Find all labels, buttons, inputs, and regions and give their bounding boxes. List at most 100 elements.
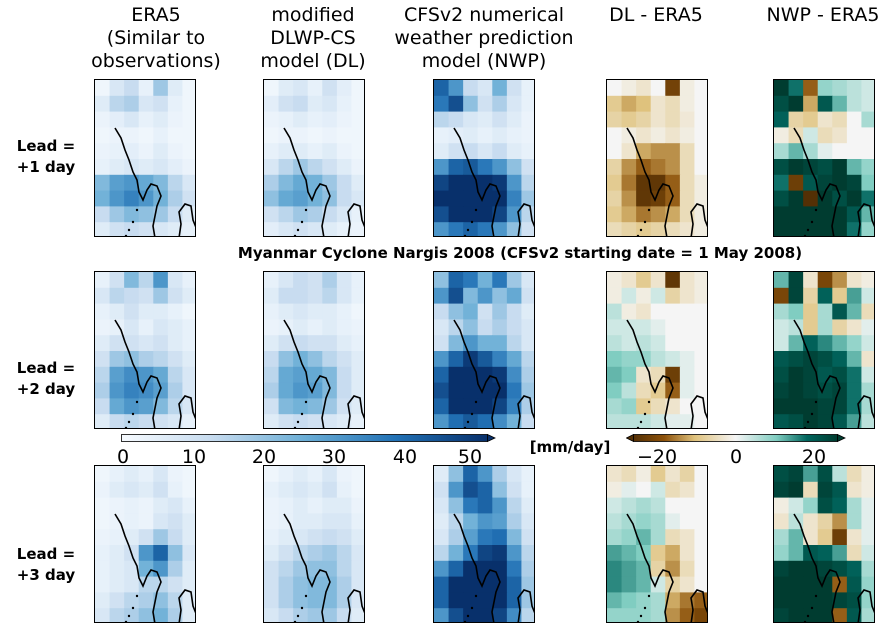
heatmap-cell (492, 319, 508, 336)
heatmap-cell (607, 159, 623, 176)
heatmap-cell (694, 127, 707, 144)
heatmap-cell (679, 95, 695, 113)
heatmap-svg (434, 80, 534, 236)
heatmap-cell (293, 382, 309, 399)
heatmap-cell (264, 481, 280, 499)
heatmap-cell (336, 190, 352, 207)
heatmap-cell (665, 382, 681, 399)
heatmap-cell (448, 481, 464, 499)
heatmap-cell (278, 398, 294, 415)
heatmap-cell (153, 111, 169, 128)
heatmap-cell (351, 222, 364, 236)
heatmap-cell (434, 398, 450, 415)
heatmap-cell (264, 608, 280, 622)
heatmap-cell (665, 560, 681, 578)
heatmap-cell (636, 95, 652, 113)
heatmap-cell (861, 382, 874, 399)
heatmap-cell (788, 95, 804, 113)
heatmap-cell (264, 513, 280, 530)
heatmap-cell (492, 351, 508, 368)
heatmap-cell (477, 351, 493, 368)
heatmap-cell (621, 206, 637, 223)
heatmap-cell (182, 206, 195, 223)
heatmap-cell (336, 159, 352, 176)
heatmap-cell (448, 366, 464, 384)
heatmap-cell (138, 466, 154, 483)
island-dot (293, 620, 297, 622)
heatmap-cell (774, 497, 790, 514)
heatmap-cell (861, 608, 874, 622)
heatmap-cell (351, 174, 364, 192)
heatmap-cell (434, 382, 450, 399)
heatmap-cell (607, 382, 623, 399)
heatmap-cell (448, 190, 464, 207)
heatmap-cell (607, 287, 623, 305)
heatmap-cell (351, 143, 364, 160)
heatmap-cell (95, 127, 111, 144)
heatmap-cell (803, 497, 819, 514)
heatmap-cell (679, 319, 695, 336)
heatmap-cell (278, 190, 294, 207)
heatmap-cell (293, 592, 309, 609)
heatmap-cell (293, 608, 309, 622)
heatmap-cell (351, 513, 364, 530)
heatmap-cell (832, 80, 848, 97)
heatmap-cell (846, 545, 862, 562)
heatmap-cell (817, 111, 833, 128)
heatmap-cell (293, 398, 309, 415)
heatmap-cell (492, 382, 508, 399)
heatmap-cell (665, 398, 681, 415)
heatmap-cell (774, 529, 790, 546)
heatmap-cell (832, 382, 848, 399)
island-dot (639, 420, 643, 424)
colorbar-unit-label: [mm/day] (529, 438, 611, 456)
heatmap-cell (492, 206, 508, 223)
heatmap-cell (138, 111, 154, 128)
heatmap-cell (434, 560, 450, 578)
heatmap-cell (477, 414, 493, 428)
heatmap-cell (817, 351, 833, 368)
heatmap-cell (817, 560, 833, 578)
heatmap-cell (351, 481, 364, 499)
heatmap-cell (109, 366, 125, 384)
heatmap-cell (153, 95, 169, 113)
heatmap-cell (336, 111, 352, 128)
heatmap-cell (621, 174, 637, 192)
heatmap-cell (448, 398, 464, 415)
heatmap-cell (788, 303, 804, 320)
heatmap-cell (182, 80, 195, 97)
heatmap-cell (694, 95, 707, 113)
heatmap-cell (832, 366, 848, 384)
heatmap-cell (694, 545, 707, 562)
heatmap-cell (521, 366, 534, 384)
island-dot (643, 412, 647, 416)
heatmap-cell (322, 287, 338, 305)
island-dot (124, 426, 128, 428)
heatmap-cell (694, 272, 707, 289)
heatmap-cell (477, 206, 493, 223)
heatmap-cell (278, 143, 294, 160)
heatmap-cell (293, 272, 309, 289)
heatmap-cell (138, 592, 154, 609)
heatmap-cell (861, 95, 874, 113)
heatmap-cell (679, 143, 695, 160)
heatmap-cell (521, 159, 534, 176)
heatmap-cell (861, 398, 874, 415)
coastline (347, 203, 364, 236)
heatmap-cell (506, 382, 522, 399)
heatmap-cell (434, 222, 450, 236)
heatmap-cell (636, 414, 652, 428)
heatmap-cell (322, 466, 338, 483)
heatmap-cell (95, 382, 111, 399)
heatmap-cell (153, 576, 169, 593)
heatmap-cell (665, 303, 681, 320)
heatmap-cell (182, 287, 195, 305)
heatmap-cell (153, 190, 169, 207)
island-dot (127, 228, 131, 232)
heatmap-cell (817, 576, 833, 593)
heatmap-cell (521, 335, 534, 352)
heatmap-cell (817, 319, 833, 336)
heatmap-panel (773, 79, 875, 237)
heatmap-cell (650, 159, 666, 176)
heatmap-cell (846, 513, 862, 530)
